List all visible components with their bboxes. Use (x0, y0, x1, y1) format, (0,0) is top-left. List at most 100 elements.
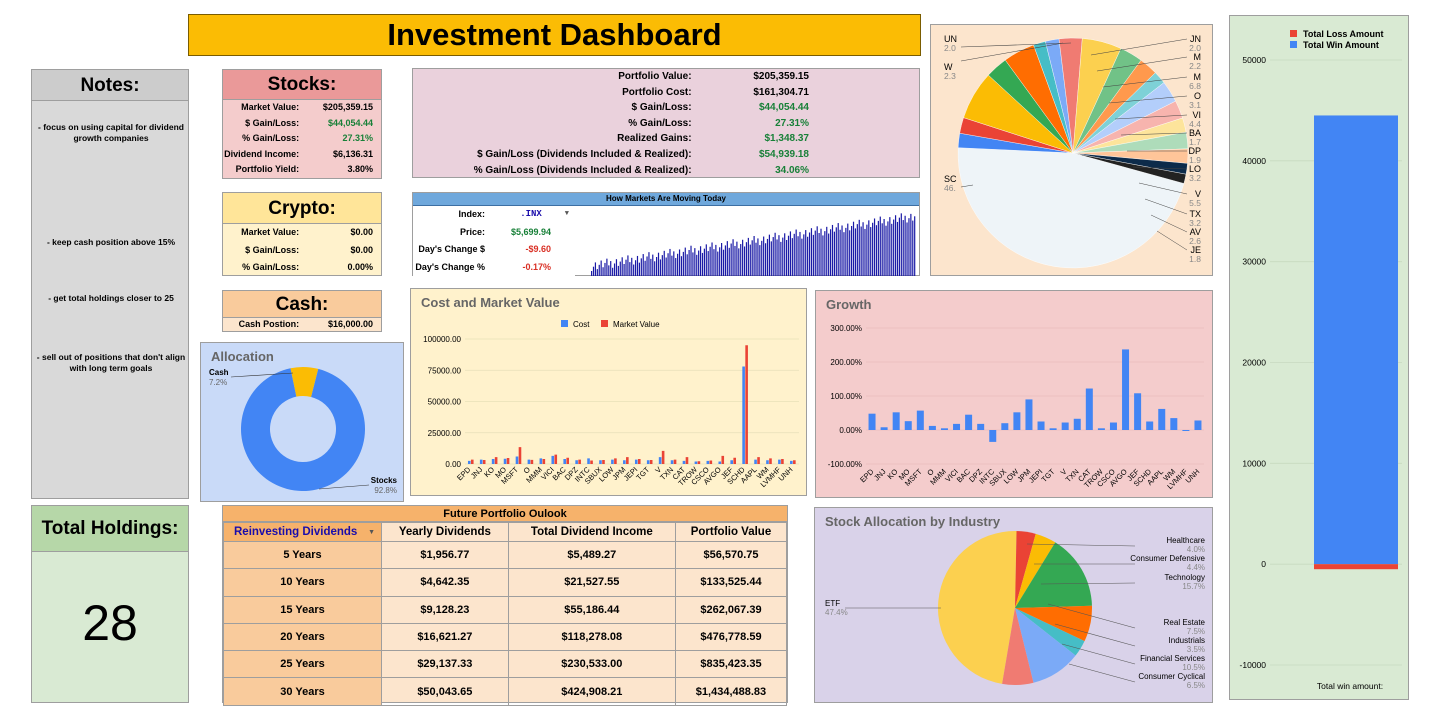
growth-bar (1085, 388, 1093, 430)
industry-pct: 10.5% (1182, 663, 1205, 672)
holdings-leader (1156, 230, 1188, 251)
industry-leader (1061, 643, 1136, 665)
holdings-pct: 1.9 (1189, 155, 1201, 165)
holdings-label: SC (944, 174, 957, 184)
spark-bar (669, 248, 671, 276)
holdings-leader (1132, 166, 1188, 170)
bar-cost (467, 460, 471, 464)
summary-row: Portfolio Cost: $161,304.71 (413, 85, 919, 101)
spark-bar (757, 238, 759, 276)
spark-bar (694, 248, 696, 276)
bar-cost (670, 460, 674, 464)
legend-label: Total Win Amount (1303, 40, 1379, 50)
column-header: Total Dividend Income (507, 522, 676, 542)
industry-pct: 15.7% (1182, 582, 1205, 591)
spark-bar (698, 250, 700, 276)
value-cell: $835,423.35 (674, 650, 788, 679)
spark-bar (644, 260, 646, 276)
holdings-pie-chart: UN2.0W2.3SC46.JN2.0M2.2M6.8O3.1VI4.4BA1.… (944, 34, 1201, 269)
index-select[interactable]: .INX ▼ (489, 206, 573, 224)
spark-bar (638, 262, 640, 276)
holdings-leader (960, 42, 1072, 48)
period-cell: 20 Years (223, 622, 382, 652)
spark-bar (713, 249, 715, 276)
index-label: Index: (458, 209, 485, 219)
spark-bar (808, 232, 811, 276)
crypto-row: $ Gain/Loss: $0.00 (223, 242, 381, 260)
holdings-leader (1114, 114, 1188, 120)
note-item: - focus on using capital for dividend gr… (38, 122, 184, 143)
crypto-panel: Crypto: Market Value: $0.00 $ Gain/Loss: $… (222, 192, 382, 276)
holdings-slice (957, 147, 1185, 269)
spark-bar (787, 235, 790, 276)
holdings-label: O (1194, 91, 1201, 101)
spark-bar (755, 242, 757, 276)
growth-bar (1073, 418, 1081, 430)
allocation-pct: 92.8% (374, 486, 397, 495)
spark-bar (837, 223, 839, 276)
spark-bar (793, 233, 795, 276)
reinvest-select[interactable]: Reinvesting Dividends ▼ (223, 522, 382, 542)
bar-cost (634, 459, 638, 464)
cash-panel: Cash: Cash Postion: $16,000.00 (222, 290, 382, 332)
summary-value: $54,939.18 (758, 148, 809, 160)
y-tick-label: 40000 (1242, 156, 1266, 166)
yearly-cell: $9,128.23 (381, 595, 509, 624)
y-tick-label: 50000 (1242, 55, 1266, 65)
spark-bar (797, 236, 799, 276)
dropdown-arrow-icon: ▼ (564, 210, 569, 218)
bar-cost (503, 458, 507, 464)
total-holdings-header: Total Holdings: (32, 506, 188, 552)
future-header: Future Portfolio Oulook (223, 506, 787, 522)
allocation-label: Cash (209, 368, 229, 377)
spark-bar (721, 243, 723, 276)
growth-bar (953, 423, 961, 430)
holdings-leader (1102, 76, 1188, 88)
bar-market (685, 457, 689, 464)
spark-bar (652, 254, 654, 276)
spark-bar (688, 250, 690, 276)
summary-label: $ Gain/Loss (Dividends Included & Realiz… (477, 148, 692, 160)
growth-bar (1001, 423, 1009, 430)
price-label: Price: (459, 226, 485, 237)
spark-bar (684, 247, 686, 276)
yearly-cell: $29,137.33 (381, 650, 509, 679)
summary-value: $1,348.37 (764, 133, 810, 145)
spark-bar (828, 233, 830, 276)
bar-cost (623, 460, 626, 464)
spark-bar (786, 240, 788, 276)
y-tick-label: 0.00% (839, 426, 862, 435)
spark-bar (648, 252, 650, 276)
spark-bar (826, 226, 828, 276)
spark-bar (873, 218, 876, 276)
spark-bar (673, 251, 675, 276)
stocks-row: % Gain/Loss: 27.31% (223, 131, 381, 147)
growth-bar (940, 428, 948, 430)
spark-bar (738, 248, 740, 276)
spark-bar (675, 258, 677, 276)
yearly-cell: $16,621.27 (381, 622, 509, 652)
summary-row: $ Gain/Loss: $44,054.44 (413, 100, 919, 116)
y-tick-label: 75000.00 (428, 366, 462, 375)
legend-label: Total Loss Amount (1303, 29, 1384, 39)
spark-bar (606, 258, 608, 276)
spark-bar (801, 238, 803, 276)
stocks-label: $ Gain/Loss: (245, 117, 300, 128)
period-cell: 10 Years (223, 568, 382, 597)
stocks-row: $ Gain/Loss: $44,054.44 (223, 116, 381, 132)
growth-bar (1170, 418, 1178, 430)
growth-bar (977, 423, 985, 430)
spark-bar (690, 245, 692, 276)
spark-bar (596, 269, 598, 276)
note-item: - keep cash position above 15% (46, 237, 175, 247)
total-cell: $5,489.27 (507, 540, 676, 570)
holdings-pct: 1.8 (1189, 254, 1201, 264)
growth-bar (1182, 430, 1190, 431)
cash-header: Cash: (223, 291, 381, 318)
industry-label: Real Estate (1164, 618, 1206, 627)
column-header: Portfolio Value (674, 522, 788, 542)
spark-bar (776, 239, 778, 276)
table-row: 30 Years $50,043.65 $424,908.21 $1,434,488.… (223, 677, 788, 706)
spark-bar (724, 245, 727, 276)
